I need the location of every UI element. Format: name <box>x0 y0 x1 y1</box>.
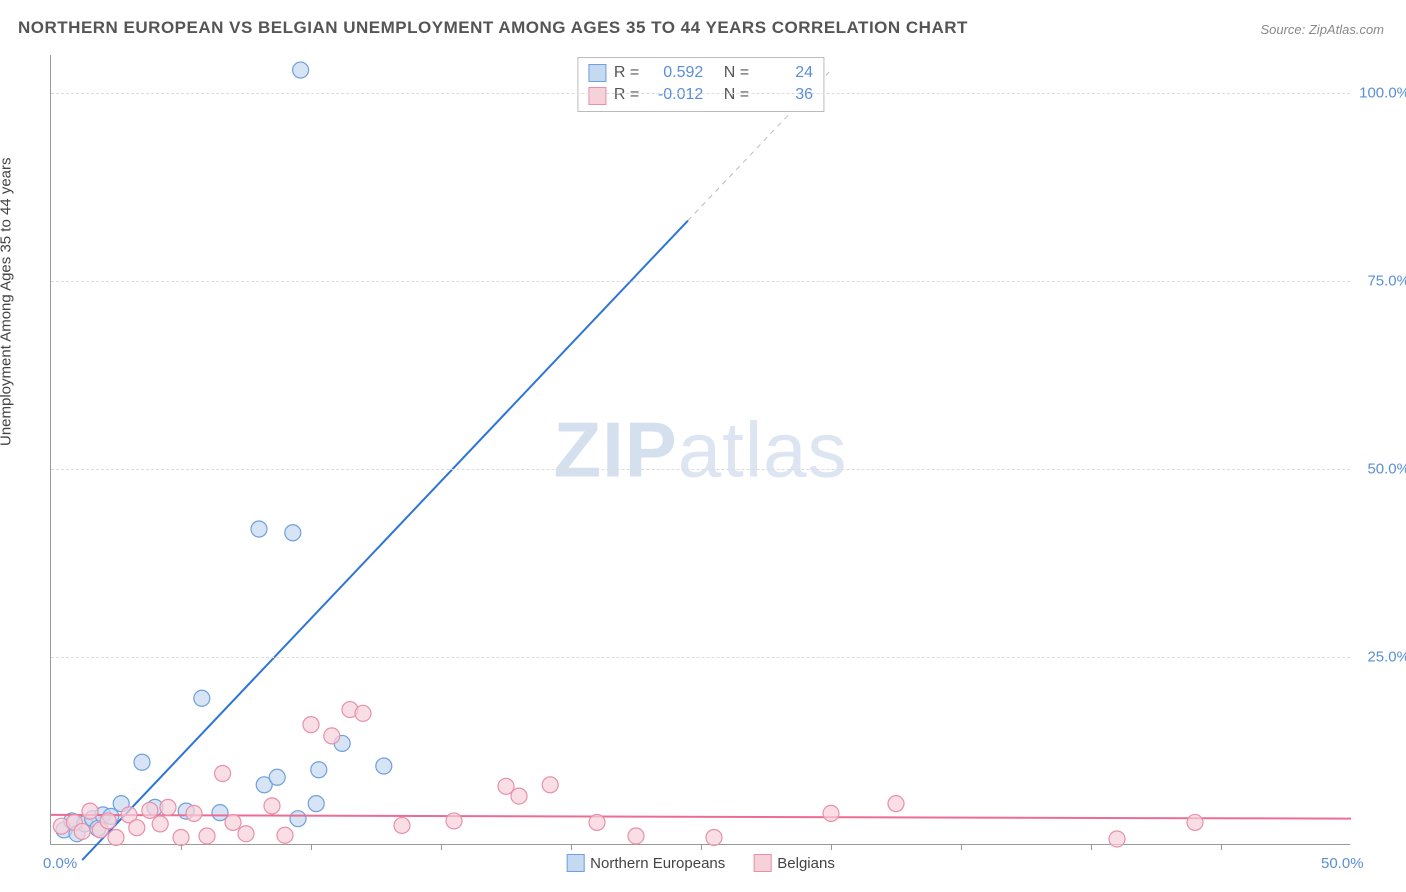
x-tick-mark <box>571 844 572 850</box>
swatch-series-0 <box>588 64 606 82</box>
grid-line <box>51 93 1350 94</box>
grid-line <box>51 469 1350 470</box>
x-tick-mark <box>311 844 312 850</box>
legend-swatch-0 <box>566 854 584 872</box>
stat-n-value-0: 24 <box>757 62 813 84</box>
stat-r-label-1: R = <box>614 84 639 106</box>
plot-area: ZIPatlas R = 0.592 N = 24 R = -0.012 N =… <box>50 55 1350 845</box>
source-attribution: Source: ZipAtlas.com <box>1260 22 1384 37</box>
legend-label-1: Belgians <box>777 855 835 872</box>
x-tick-mark <box>181 844 182 850</box>
stat-n-label-1: N = <box>724 84 749 106</box>
stats-row-series-0: R = 0.592 N = 24 <box>588 62 813 84</box>
chart-title: NORTHERN EUROPEAN VS BELGIAN UNEMPLOYMEN… <box>18 18 968 38</box>
x-tick-mark <box>831 844 832 850</box>
x-tick-label: 0.0% <box>43 855 77 872</box>
stat-n-value-1: 36 <box>757 84 813 106</box>
legend-item-1: Belgians <box>753 854 835 872</box>
stat-r-value-1: -0.012 <box>647 84 703 106</box>
y-tick-label: 75.0% <box>1367 272 1406 289</box>
swatch-series-1 <box>588 87 606 105</box>
grid-line <box>51 281 1350 282</box>
y-tick-label: 100.0% <box>1359 84 1406 101</box>
legend-label-0: Northern Europeans <box>590 855 725 872</box>
y-axis-label: Unemployment Among Ages 35 to 44 years <box>0 157 15 446</box>
bottom-legend: Northern Europeans Belgians <box>566 854 835 872</box>
x-tick-mark <box>701 844 702 850</box>
plot-svg <box>51 55 1350 844</box>
x-tick-mark <box>441 844 442 850</box>
stat-n-label-0: N = <box>724 62 749 84</box>
stats-row-series-1: R = -0.012 N = 36 <box>588 84 813 106</box>
x-tick-mark <box>1221 844 1222 850</box>
x-tick-mark <box>961 844 962 850</box>
stats-legend-box: R = 0.592 N = 24 R = -0.012 N = 36 <box>577 57 824 112</box>
x-tick-mark <box>1091 844 1092 850</box>
legend-swatch-1 <box>753 854 771 872</box>
grid-line <box>51 657 1350 658</box>
stat-r-label-0: R = <box>614 62 639 84</box>
stat-r-value-0: 0.592 <box>647 62 703 84</box>
x-tick-label: 50.0% <box>1321 855 1364 872</box>
legend-item-0: Northern Europeans <box>566 854 725 872</box>
y-tick-label: 50.0% <box>1367 460 1406 477</box>
y-tick-label: 25.0% <box>1367 648 1406 665</box>
